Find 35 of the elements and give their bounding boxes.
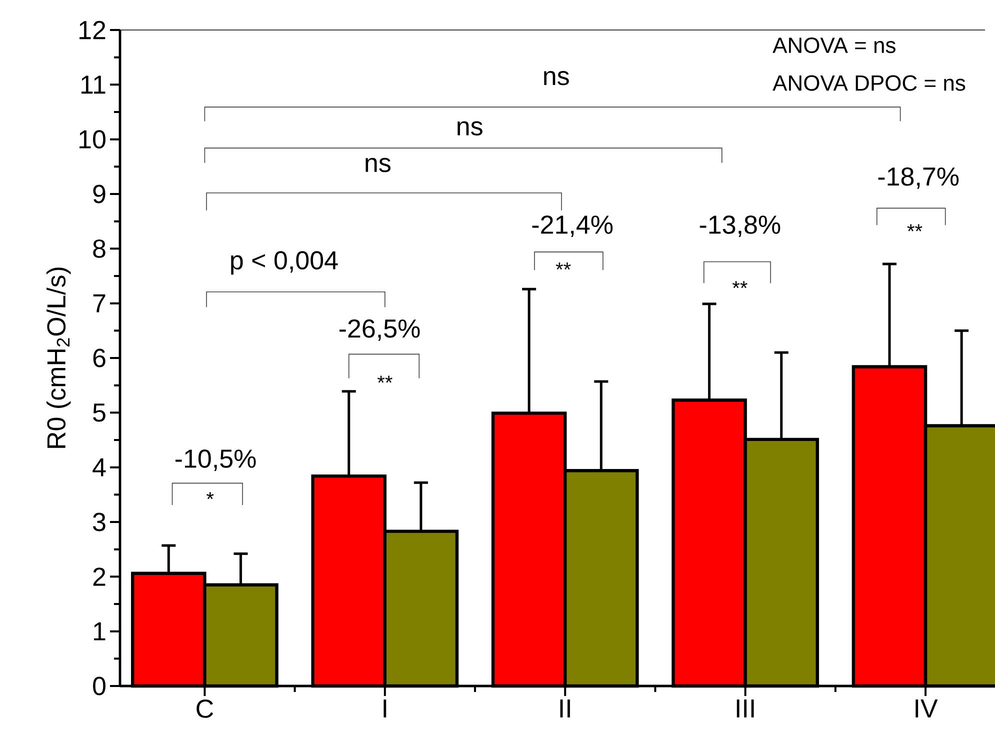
annotation: ** bbox=[907, 224, 922, 232]
y-tick-label: 10 bbox=[80, 130, 106, 149]
annotation: ** bbox=[732, 281, 748, 288]
y-tick-label: 2 bbox=[93, 568, 106, 586]
annotation: ns bbox=[366, 158, 390, 172]
y-axis-title: R0 (cmH$_{2}$O/L/s) bbox=[46, 268, 71, 448]
annotation: -10,5% bbox=[175, 449, 256, 471]
y-tick-label: 8 bbox=[93, 239, 106, 258]
y-tick-label: 11 bbox=[81, 76, 106, 94]
annotation: -21,4% bbox=[532, 216, 613, 237]
annotation: -18,7% bbox=[878, 167, 959, 189]
y-tick-label: 6 bbox=[93, 348, 106, 368]
annotation: ANOVA DPOC = ns bbox=[772, 75, 966, 91]
y-tick-label: 0 bbox=[93, 676, 106, 696]
x-tick-label: IV bbox=[916, 700, 938, 718]
x-tick-label: I bbox=[384, 700, 386, 718]
annotation: * bbox=[206, 492, 214, 500]
annotation: ** bbox=[556, 262, 571, 270]
y-tick-label: 3 bbox=[93, 512, 106, 532]
annotation: ns bbox=[544, 70, 569, 86]
x-tick-label: II bbox=[560, 700, 570, 718]
annotation: ns bbox=[458, 121, 482, 136]
annotation: ANOVA = ns bbox=[772, 38, 896, 54]
y-tick-label: 5 bbox=[93, 404, 106, 422]
x-tick-label: III bbox=[736, 700, 754, 718]
y-tick-label: 12 bbox=[80, 20, 106, 40]
annotation: p < 0,004 bbox=[231, 251, 338, 275]
y-tick-label: 9 bbox=[93, 184, 106, 204]
x-tick-label: C bbox=[196, 700, 214, 718]
y-tick-label: 7 bbox=[93, 294, 106, 312]
y-tick-label: 1 bbox=[94, 622, 106, 640]
y-tick-label: 4 bbox=[92, 458, 106, 476]
annotation: ** bbox=[377, 376, 392, 383]
annotation: -26,5% bbox=[339, 319, 420, 341]
annotation: -13,8% bbox=[700, 216, 780, 237]
